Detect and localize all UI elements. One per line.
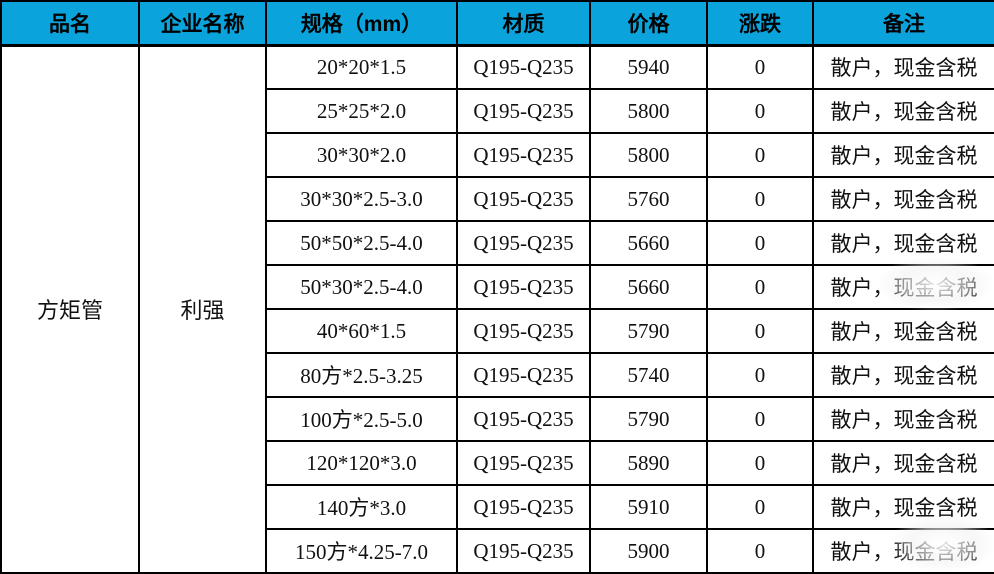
change-cell: 0 xyxy=(706,220,814,266)
price-cell: 5800 xyxy=(589,132,708,178)
table-row: 30*30*2.0 Q195-Q235 5800 0 散户，现金含税 xyxy=(1,132,994,178)
material-cell: Q195-Q235 xyxy=(456,396,591,442)
price-cell: 5790 xyxy=(589,396,708,442)
note-cell: 散户，现金含税 xyxy=(812,88,994,134)
table-row: 50*30*2.5-4.0 Q195-Q235 5660 0 散户，现金含税 xyxy=(1,264,994,310)
note-cell: 散户，现金含税 xyxy=(812,176,994,222)
material-cell: Q195-Q235 xyxy=(456,44,591,90)
price-cell: 5660 xyxy=(589,220,708,266)
note-cell: 散户，现金含税 xyxy=(812,528,994,574)
header-company: 企业名称 xyxy=(138,0,267,47)
spec-cell: 100方*2.5-5.0 xyxy=(265,396,458,442)
price-cell: 5890 xyxy=(589,440,708,486)
spec-cell: 80方*2.5-3.25 xyxy=(265,352,458,398)
spec-cell: 25*25*2.0 xyxy=(265,88,458,134)
price-cell: 5900 xyxy=(589,528,708,574)
table-row: 方矩管 利强 20*20*1.5 Q195-Q235 5940 0 散户，现金含… xyxy=(0,44,994,574)
price-cell: 5800 xyxy=(589,88,708,134)
change-cell: 0 xyxy=(706,396,814,442)
table-row: 25*25*2.0 Q195-Q235 5800 0 散户，现金含税 xyxy=(1,88,994,134)
table-row: 100方*2.5-5.0 Q195-Q235 5790 0 散户，现金含税 xyxy=(1,396,994,442)
change-cell: 0 xyxy=(706,44,814,90)
table-row: 120*120*3.0 Q195-Q235 5890 0 散户，现金含税 xyxy=(1,440,994,486)
header-spec: 规格（mm） xyxy=(265,0,458,47)
spec-cell: 140方*3.0 xyxy=(265,484,458,530)
note-cell: 散户，现金含税 xyxy=(812,220,994,266)
material-cell: Q195-Q235 xyxy=(456,352,591,398)
price-cell: 5660 xyxy=(589,264,708,310)
note-cell: 散户，现金含税 xyxy=(812,132,994,178)
price-cell: 5910 xyxy=(589,484,708,530)
material-cell: Q195-Q235 xyxy=(456,176,591,222)
spec-cell: 30*30*2.0 xyxy=(265,132,458,178)
material-cell: Q195-Q235 xyxy=(456,220,591,266)
price-cell: 5740 xyxy=(589,352,708,398)
note-cell: 散户，现金含税 xyxy=(812,308,994,354)
header-product: 品名 xyxy=(0,0,140,47)
spec-cell: 40*60*1.5 xyxy=(265,308,458,354)
note-cell: 散户，现金含税 xyxy=(812,352,994,398)
change-cell: 0 xyxy=(706,264,814,310)
note-cell: 散户，现金含税 xyxy=(812,396,994,442)
price-cell: 5760 xyxy=(589,176,708,222)
change-cell: 0 xyxy=(706,440,814,486)
material-cell: Q195-Q235 xyxy=(456,88,591,134)
spec-cell: 120*120*3.0 xyxy=(265,440,458,486)
product-name-cell: 方矩管 xyxy=(0,44,140,574)
company-name-cell: 利强 xyxy=(138,44,267,574)
material-cell: Q195-Q235 xyxy=(456,308,591,354)
spec-cell: 50*50*2.5-4.0 xyxy=(265,220,458,266)
note-cell: 散户，现金含税 xyxy=(812,484,994,530)
note-cell: 散户，现金含税 xyxy=(812,440,994,486)
spec-cell: 150方*4.25-7.0 xyxy=(265,528,458,574)
material-cell: Q195-Q235 xyxy=(456,132,591,178)
change-cell: 0 xyxy=(706,88,814,134)
header-change: 涨跌 xyxy=(706,0,814,47)
note-cell: 散户，现金含税 xyxy=(812,44,994,90)
material-cell: Q195-Q235 xyxy=(456,528,591,574)
change-cell: 0 xyxy=(706,132,814,178)
material-cell: Q195-Q235 xyxy=(456,264,591,310)
header-price: 价格 xyxy=(589,0,708,47)
spec-cell: 30*30*2.5-3.0 xyxy=(265,176,458,222)
material-cell: Q195-Q235 xyxy=(456,440,591,486)
table-row: 30*30*2.5-3.0 Q195-Q235 5760 0 散户，现金含税 xyxy=(1,176,994,222)
header-row: 品名 企业名称 规格（mm） 材质 价格 涨跌 备注 xyxy=(0,0,994,47)
change-cell: 0 xyxy=(706,528,814,574)
spec-cell: 50*30*2.5-4.0 xyxy=(265,264,458,310)
table-row: 80方*2.5-3.25 Q195-Q235 5740 0 散户，现金含税 xyxy=(1,352,994,398)
change-cell: 0 xyxy=(706,352,814,398)
table-row: 50*50*2.5-4.0 Q195-Q235 5660 0 散户，现金含税 xyxy=(1,220,994,266)
spec-cell: 20*20*1.5 xyxy=(265,44,458,90)
price-cell: 5790 xyxy=(589,308,708,354)
header-note: 备注 xyxy=(812,0,994,47)
material-cell: Q195-Q235 xyxy=(456,484,591,530)
price-cell: 5940 xyxy=(589,44,708,90)
note-cell: 散户，现金含税 xyxy=(812,264,994,310)
table-row: 40*60*1.5 Q195-Q235 5790 0 散户，现金含税 xyxy=(1,308,994,354)
header-material: 材质 xyxy=(456,0,591,47)
change-cell: 0 xyxy=(706,484,814,530)
change-cell: 0 xyxy=(706,308,814,354)
change-cell: 0 xyxy=(706,176,814,222)
